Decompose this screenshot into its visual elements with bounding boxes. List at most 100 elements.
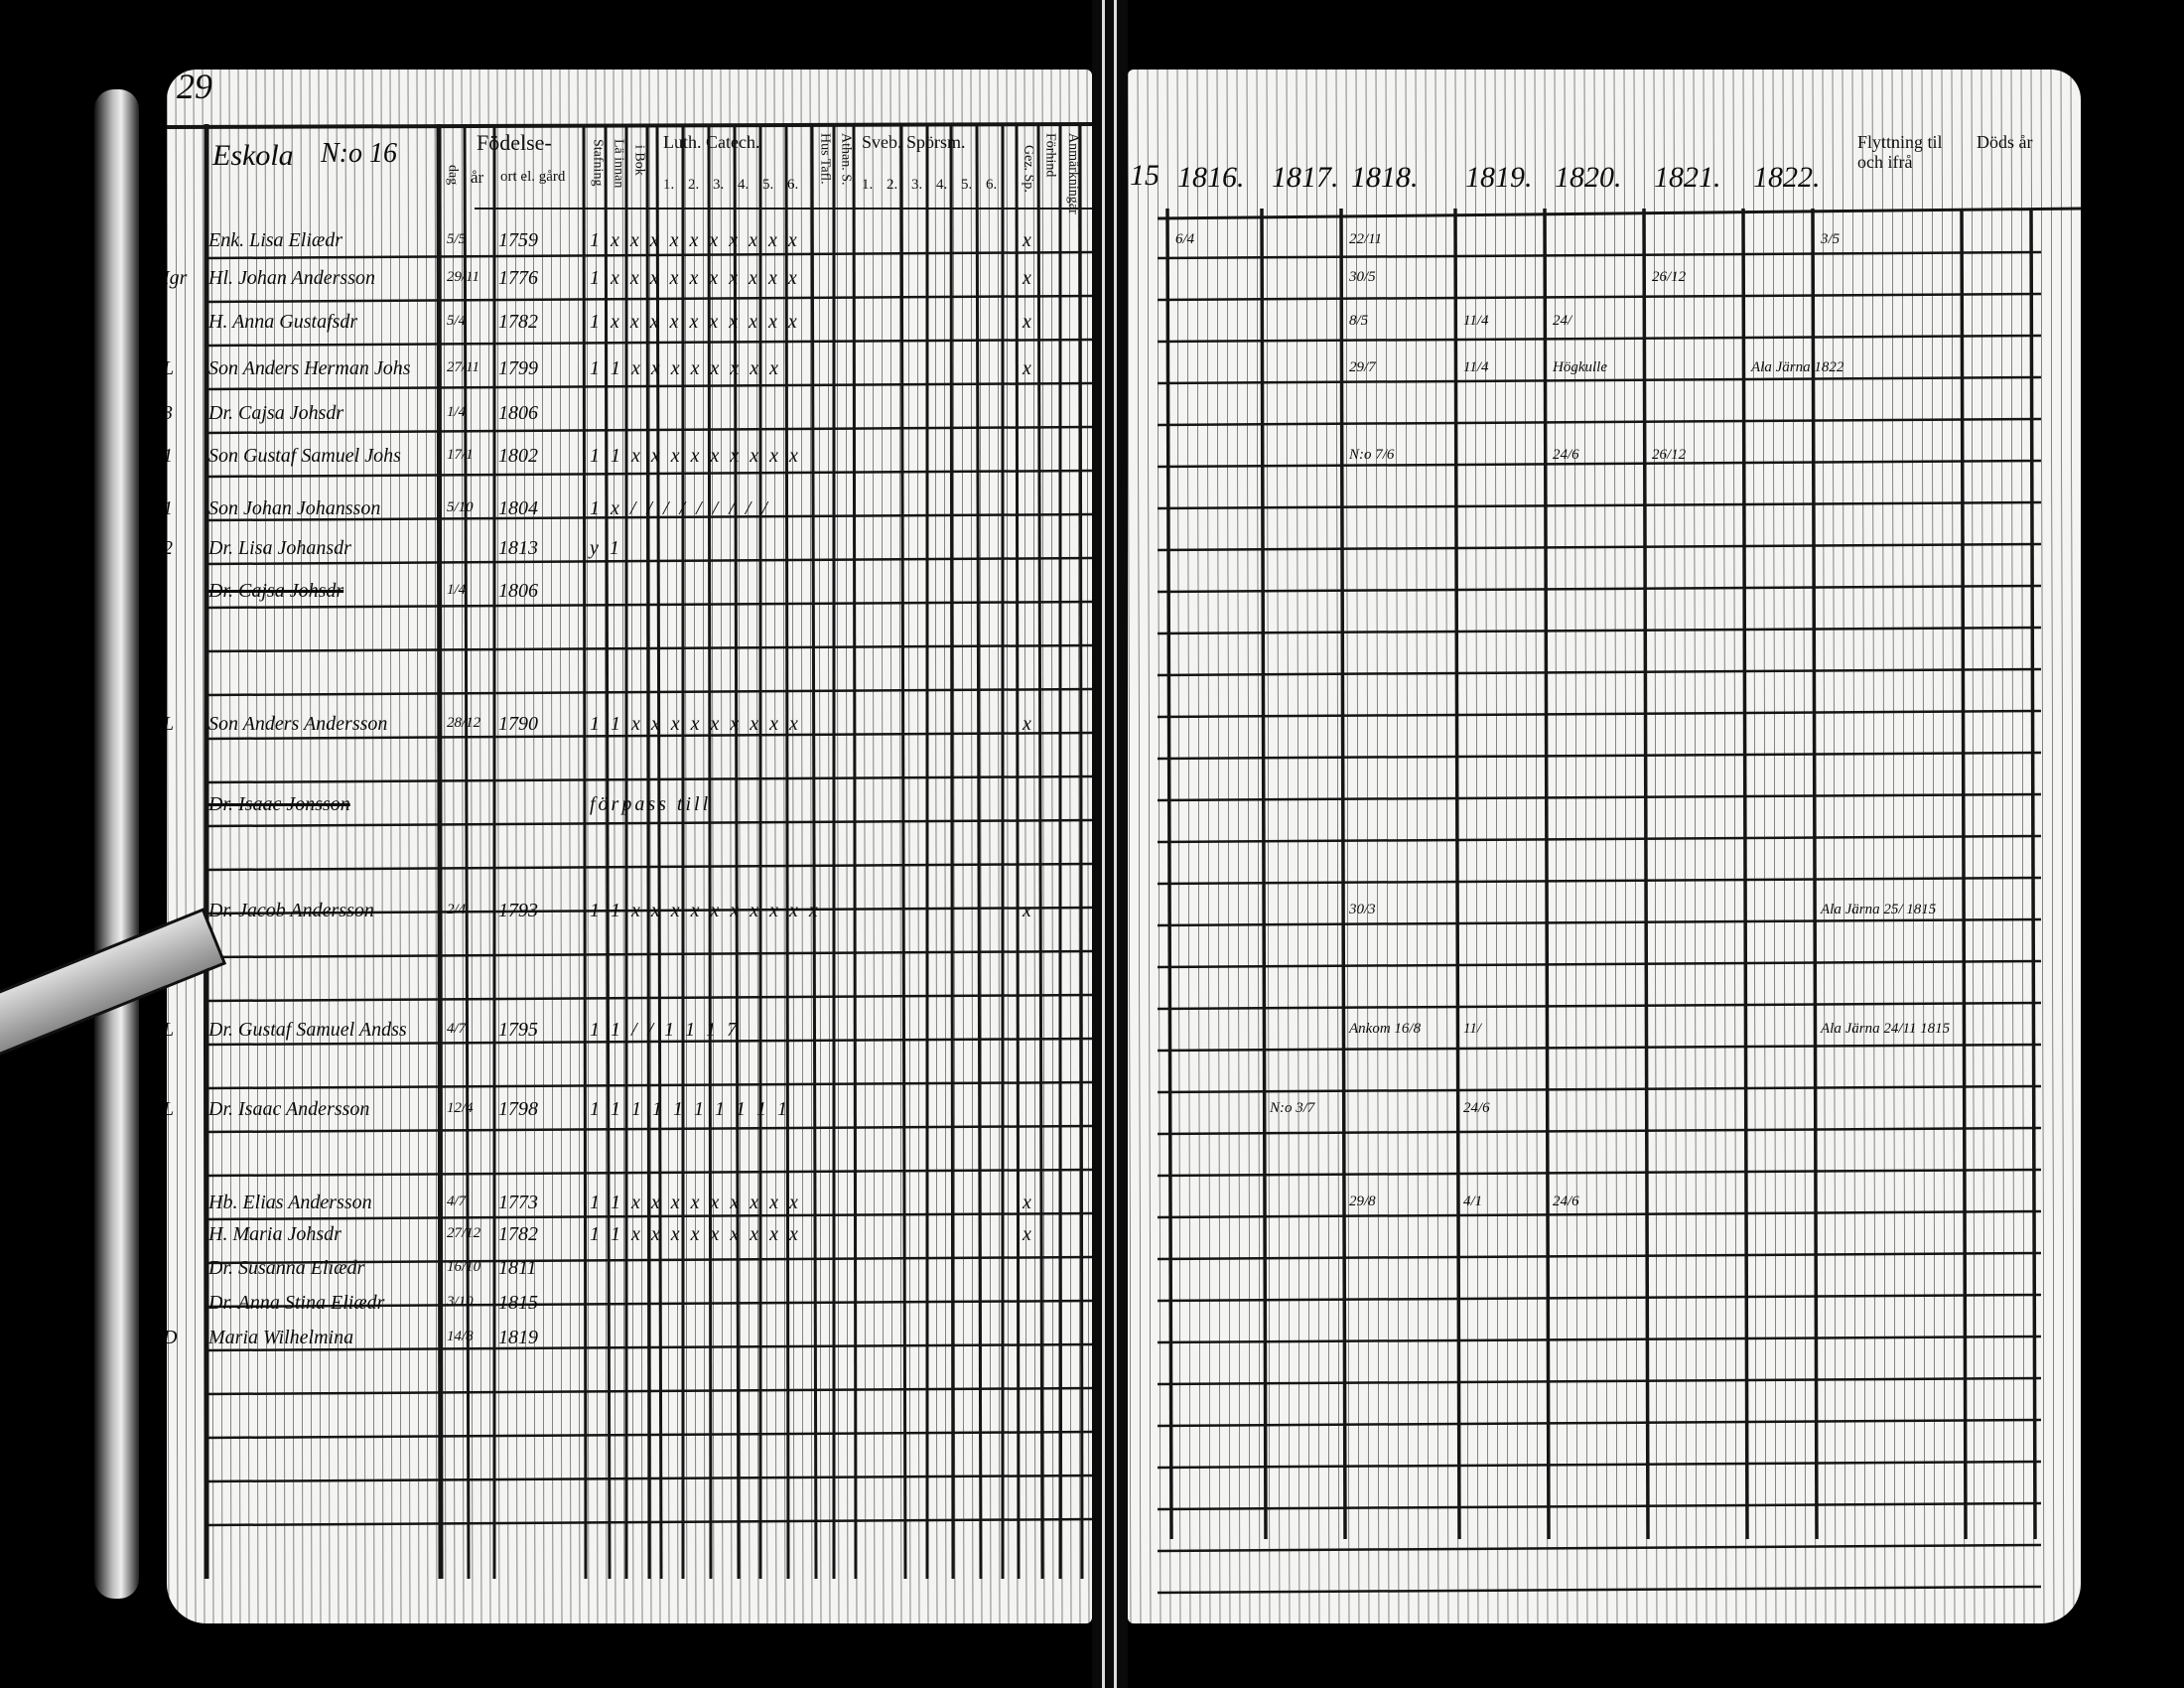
svebilius-part-label: 3. [911, 177, 923, 193]
faint-ruling [1024, 70, 1027, 1623]
faint-ruling [809, 70, 813, 1623]
register-note: 26/12 [1652, 269, 1687, 285]
faint-ruling [1196, 70, 1201, 1623]
left-ruling [167, 70, 1092, 1623]
faint-ruling [336, 70, 340, 1623]
header-hus: Hus Tafl. [817, 133, 833, 185]
row-rule [205, 250, 1092, 260]
column-rule [1741, 208, 1749, 1540]
column-rule [1642, 208, 1650, 1540]
row-rule [1157, 375, 2042, 385]
register-note: 30/5 [1349, 269, 1376, 285]
person-name: Son Anders Andersson [208, 713, 388, 735]
faint-ruling [898, 70, 902, 1623]
faint-ruling [613, 70, 616, 1623]
row-rule [1157, 1585, 2042, 1595]
faint-ruling [2050, 70, 2055, 1623]
faint-ruling [1186, 70, 1191, 1623]
faint-ruling [264, 70, 268, 1623]
faint-ruling [1345, 70, 1350, 1623]
faint-ruling [1851, 70, 1856, 1623]
row-rule [1157, 959, 2042, 969]
faint-ruling [1564, 70, 1569, 1623]
person-name: Dr. Isaac Jonsson [208, 793, 350, 815]
row-rule [1157, 1376, 2042, 1386]
faint-ruling [1980, 70, 1985, 1623]
faint-ruling [916, 70, 920, 1623]
faint-ruling [1395, 70, 1400, 1623]
catechism-part-label: 4. [738, 177, 750, 193]
row-rule [1157, 1293, 2042, 1303]
faint-ruling [1385, 70, 1390, 1623]
faint-ruling [1286, 70, 1291, 1623]
page-number: 29 [177, 70, 212, 106]
faint-ruling [693, 70, 697, 1623]
faint-ruling [443, 70, 447, 1623]
birth-day: 29/11 [447, 269, 480, 285]
column-rule [655, 123, 663, 1580]
faint-ruling [666, 70, 670, 1623]
birth-year: 1806 [498, 402, 538, 424]
register-note: 6/4 [1175, 231, 1195, 247]
faint-ruling [282, 70, 286, 1623]
birth-year: 1799 [498, 357, 538, 379]
faint-ruling [1990, 70, 1995, 1623]
faint-ruling [1176, 70, 1181, 1623]
faint-ruling [836, 70, 840, 1623]
faint-ruling [1822, 70, 1827, 1623]
faint-ruling [764, 70, 768, 1623]
row-rule [205, 294, 1092, 304]
register-note: Högkulle [1553, 359, 1607, 375]
register-note: 29/7 [1349, 359, 1376, 375]
faint-ruling [167, 70, 170, 1623]
faint-ruling [246, 70, 250, 1623]
birth-year: 1798 [498, 1098, 538, 1120]
faint-ruling [1534, 70, 1539, 1623]
row-rule [205, 338, 1092, 348]
faint-ruling [1236, 70, 1241, 1623]
faint-ruling [318, 70, 322, 1623]
birth-day: 17/1 [447, 447, 474, 463]
faint-ruling [2010, 70, 2015, 1623]
faint-ruling [961, 70, 965, 1623]
column-rule [645, 123, 651, 1580]
faint-ruling [773, 70, 777, 1623]
faint-ruling [505, 70, 509, 1623]
row-prefix-mark: 1 [167, 445, 173, 467]
birth-day: 28/12 [447, 715, 481, 731]
faint-ruling [309, 70, 313, 1623]
catechism-part-label: 3. [713, 177, 725, 193]
faint-ruling [630, 70, 634, 1623]
row-rule [1157, 1501, 2042, 1511]
column-rule [1543, 208, 1551, 1540]
faint-ruling [1375, 70, 1380, 1623]
column-rule [733, 123, 741, 1580]
birth-year: 1813 [498, 537, 538, 559]
column-rule [1960, 208, 1968, 1540]
row-rule [1157, 834, 2042, 844]
faint-ruling [1315, 70, 1320, 1623]
row-rule [1157, 709, 2042, 719]
faint-ruling [273, 70, 277, 1623]
faint-ruling [1425, 70, 1430, 1623]
birth-year: 1782 [498, 311, 538, 333]
faint-ruling [2020, 70, 2025, 1623]
row-rule [1157, 626, 2042, 635]
column-rule [436, 123, 444, 1580]
column-rule [899, 123, 907, 1580]
header-anm: Anmärkningar [1065, 133, 1081, 214]
person-name: Dr. Cajsa Johsdr [208, 402, 344, 424]
reading-marks: 1 1 x x x x x x x x x x [590, 900, 821, 921]
birth-year: 1815 [498, 1292, 538, 1314]
row-rule [1157, 1043, 2042, 1053]
faint-ruling [1732, 70, 1737, 1623]
row-rule [1157, 1001, 2042, 1011]
birth-year: 1802 [498, 445, 538, 467]
register-note: 11/ [1463, 1021, 1482, 1037]
faint-ruling [1157, 70, 1161, 1623]
year-column-header: 1820. [1555, 161, 1622, 194]
faint-ruling [532, 70, 536, 1623]
faint-ruling [1653, 70, 1658, 1623]
reading-marks: 1 1 x x x x x x x x x [590, 1223, 801, 1245]
column-rule [975, 123, 983, 1580]
